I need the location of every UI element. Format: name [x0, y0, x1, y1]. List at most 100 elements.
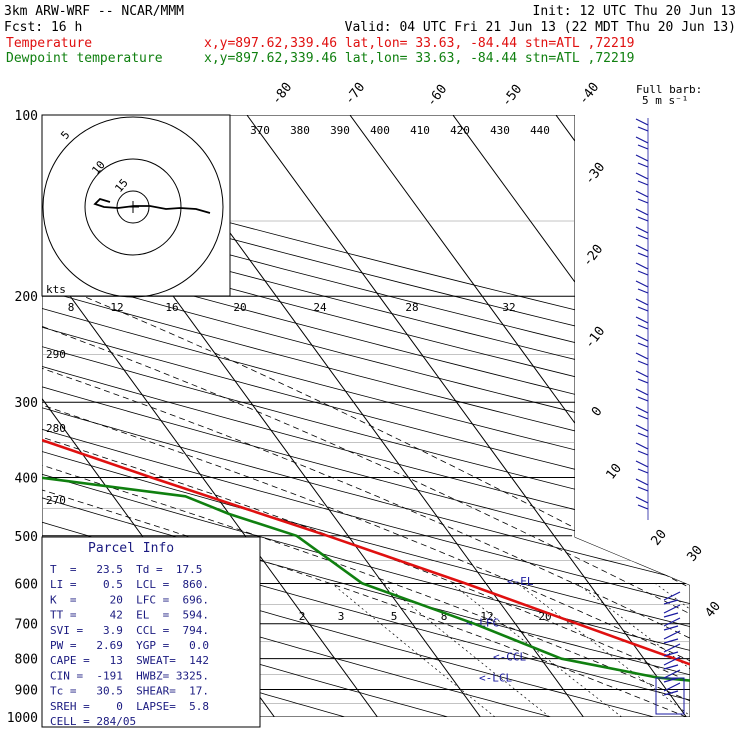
parcel-info-row: PW = 2.69 YGP = 0.0 — [50, 639, 209, 652]
temperature-profile-line — [42, 115, 690, 717]
moist-adiabat-line — [42, 295, 690, 717]
wind-barb — [635, 190, 649, 204]
hodograph-ring — [116, 190, 150, 224]
temperature-tick-label: 40 — [703, 599, 724, 621]
pressure-label: 100 — [15, 109, 38, 124]
dry-adiabat-line — [42, 115, 690, 717]
init-time: Init: 12 UTC Thu 20 Jun 13 — [533, 4, 737, 19]
parcel-info-row: SVI = 3.9 CCL = 794. — [50, 624, 209, 637]
moist-adiabat-line — [42, 295, 690, 717]
model-title: 3km ARW-WRF -- NCAR/MMM — [4, 4, 184, 19]
barb-legend-units: 5 m s⁻¹ — [642, 94, 688, 107]
wind-barb — [635, 118, 649, 132]
wind-barb — [663, 617, 681, 631]
pressure-label: 500 — [15, 530, 38, 545]
parcel-info-row: Tc = 30.5 SHEAR= 17. — [50, 685, 209, 698]
pressure-label: 700 — [15, 618, 38, 633]
hodograph-ring — [42, 116, 224, 298]
parcel-info-row: CAPE = 13 SWEAT= 142 — [50, 654, 209, 667]
wind-barb — [635, 352, 649, 366]
dewpoint-location: x,y=897.62,339.46 lat,lon= 33.63, -84.44… — [204, 51, 634, 66]
hodograph-trace — [93, 197, 211, 214]
parcel-info-row: SREH = 0 LAPSE= 5.8 — [50, 700, 209, 713]
pressure-label: 200 — [15, 290, 38, 305]
wind-barb — [635, 226, 649, 240]
dewpoint-profile-line — [42, 115, 690, 712]
wind-barb — [635, 280, 649, 294]
temperature-tick-label: -60 — [424, 82, 450, 110]
hodograph-ring-label: 16 — [165, 301, 178, 314]
dry-adiabat-line — [42, 115, 690, 717]
isotherm-line — [658, 115, 690, 717]
moist-adiabat-line — [42, 295, 690, 717]
temperature-legend: Temperature — [6, 36, 92, 51]
parcel-info-row: LI = 0.5 LCL = 860. — [50, 578, 209, 591]
surface-barb-cluster — [655, 677, 685, 715]
theta-label: 440 — [530, 124, 550, 137]
hodograph-unit-label: kts — [46, 283, 66, 296]
temperature-tick-label: -70 — [342, 80, 368, 108]
theta-label: 410 — [410, 124, 430, 137]
isotherm-line — [349, 115, 690, 717]
hodograph-ring-label: 24 — [313, 301, 327, 314]
wind-barb — [635, 298, 649, 312]
wind-barb — [635, 244, 649, 258]
mixing-ratio-line — [331, 583, 496, 717]
wind-barb — [635, 478, 649, 492]
theta-side-label: 280 — [46, 422, 66, 435]
wind-barb — [663, 591, 681, 605]
theta-label: 430 — [490, 124, 510, 137]
hodograph-ring-label: 32 — [502, 301, 515, 314]
hodograph-ring-label: 28 — [405, 301, 418, 314]
isotherm-line — [246, 115, 687, 717]
parcel-level-label: <-LFC — [466, 616, 499, 629]
temperature-tick-label: -40 — [576, 80, 602, 108]
mixing-ratio-line — [517, 583, 690, 717]
temperature-tick-label: 20 — [649, 527, 670, 549]
wind-barb — [635, 406, 649, 420]
dry-adiabat-line — [42, 115, 690, 717]
dry-adiabat-line — [42, 115, 690, 717]
temperature-tick-label: 0 — [589, 404, 606, 419]
pressure-label: 400 — [15, 471, 38, 486]
mixing-ratio-label: 5 — [391, 610, 398, 623]
dry-adiabat-line — [42, 115, 690, 717]
dry-adiabat-line — [42, 115, 690, 717]
wind-barb — [663, 604, 681, 618]
theta-label: 370 — [250, 124, 270, 137]
isotherm-line — [42, 115, 378, 717]
moist-adiabat-line — [42, 295, 690, 717]
pressure-label: 1000 — [7, 711, 38, 726]
theta-label: 400 — [370, 124, 390, 137]
dry-adiabat-line — [42, 115, 690, 717]
wind-barb — [635, 370, 649, 384]
valid-time: Valid: 04 UTC Fri 21 Jun 13 (22 MDT Thu … — [345, 20, 736, 35]
wind-barb — [635, 424, 649, 438]
temperature-location: x,y=897.62,339.46 lat,lon= 33.63, -84.44… — [204, 36, 634, 51]
hodograph-ring-label: 8 — [68, 301, 75, 314]
wind-barb — [635, 334, 649, 348]
wind-barb — [663, 682, 681, 696]
theta-label: 390 — [330, 124, 350, 137]
dry-adiabat-line — [42, 115, 690, 717]
mixing-ratio-label: 2 — [299, 610, 306, 623]
dry-adiabat-line — [42, 115, 690, 717]
dry-adiabat-line — [42, 115, 449, 717]
mixing-ratio-line — [451, 583, 622, 717]
parcel-level-label: <-LCL — [479, 672, 512, 685]
dewpoint-legend: Dewpoint temperature — [6, 51, 163, 66]
dry-adiabat-line — [42, 115, 690, 717]
wind-barb — [635, 496, 649, 510]
theta-label: 380 — [290, 124, 310, 137]
pressure-label: 300 — [15, 396, 38, 411]
temperature-tick-label: 30 — [685, 543, 706, 565]
wind-barb — [635, 208, 649, 222]
theta-label: 420 — [450, 124, 470, 137]
parcel-level-label: <-CCL — [493, 651, 526, 664]
temperature-tick-label: -20 — [580, 242, 606, 270]
parcel-info-row: CELL = 284/05 — [50, 715, 136, 728]
wind-barb — [663, 630, 681, 644]
wind-barb — [635, 442, 649, 456]
wind-barb — [635, 388, 649, 402]
hodograph-ring-label: 12 — [110, 301, 123, 314]
